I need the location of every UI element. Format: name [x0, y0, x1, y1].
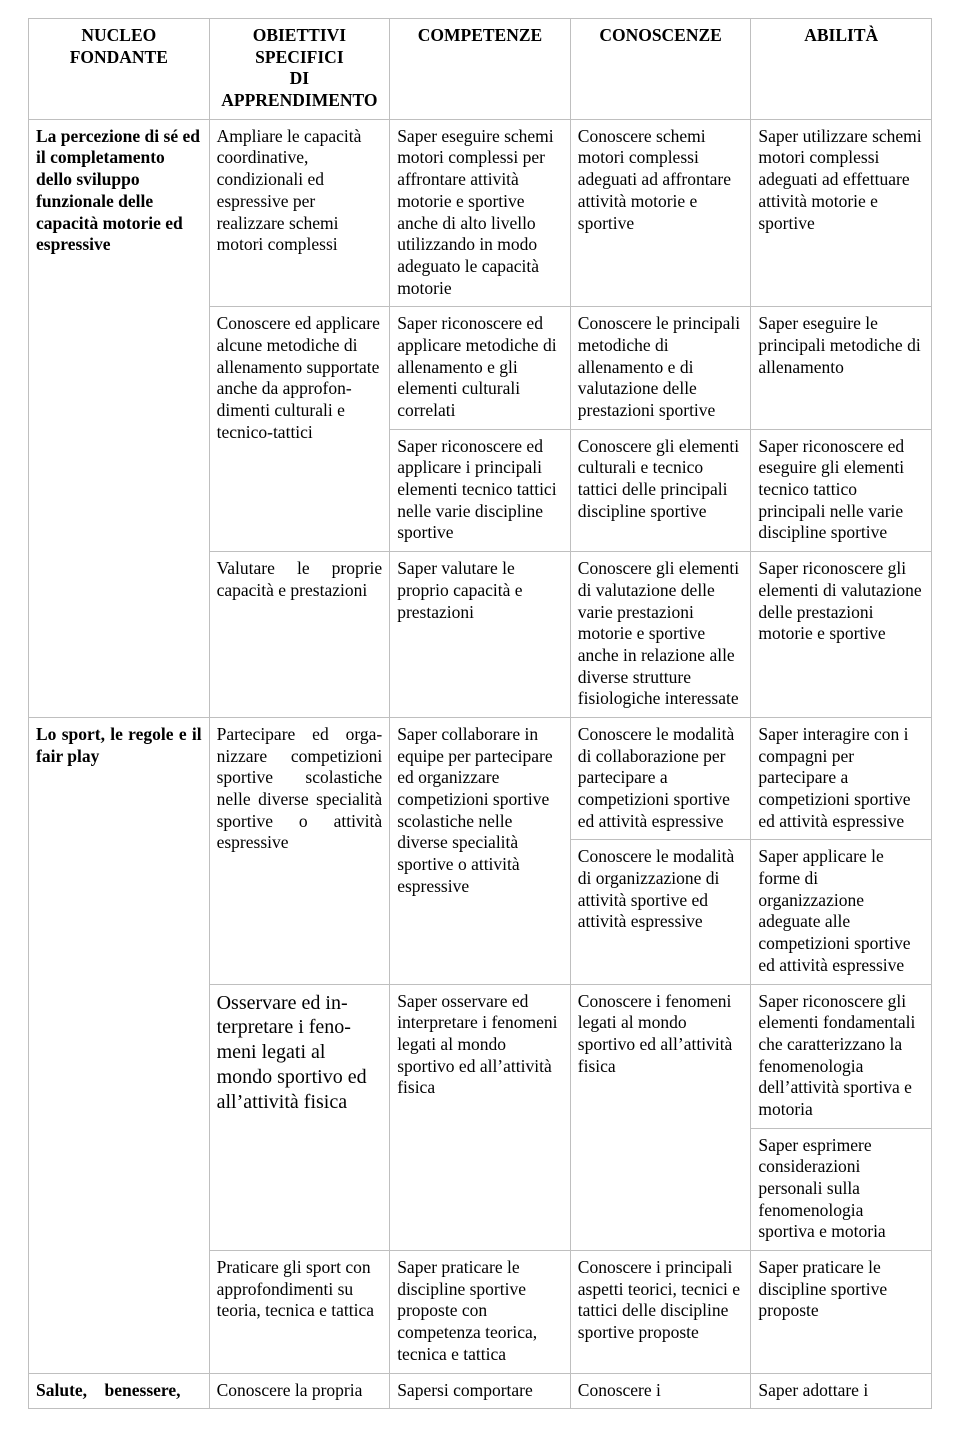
- con-cell: Conoscere le modalità di organizzazione …: [570, 840, 751, 984]
- con-cell: Conoscere le principali metodiche di all…: [570, 307, 751, 429]
- obj-cell-fragment: Conoscere la propria: [209, 1373, 390, 1409]
- header-obiettivi: OBIETTIVI SPECIFICI DI APPRENDIMENTO: [209, 19, 390, 120]
- comp-cell: Saper collaborare in equipe per partecip…: [390, 717, 571, 984]
- header-nucleo: NUCLEO FONDANTE: [29, 19, 210, 120]
- comp-cell: Saper praticare le discipline sportive p…: [390, 1251, 571, 1373]
- curriculum-table: NUCLEO FONDANTE OBIETTIVI SPECIFICI DI A…: [28, 18, 932, 1409]
- comp-cell: Saper osservare ed interpretare i fenome…: [390, 984, 571, 1251]
- abi-cell: Saper riconoscere ed eseguire gli elemen…: [751, 429, 932, 551]
- obj-cell: Ampliare le capacità coordinative, condi…: [209, 119, 390, 307]
- comp-cell: Saper riconoscere ed applicare i princip…: [390, 429, 571, 551]
- table-row: La percezione di sé ed il completamento …: [29, 119, 932, 307]
- nucleo-cell: La percezione di sé ed il completamento …: [29, 119, 210, 717]
- obj-cell: Praticare gli sport con approfondimenti …: [209, 1251, 390, 1373]
- obj-cell: Valutare le proprie capacità e prestazio…: [209, 552, 390, 718]
- header-abilita: ABILITÀ: [751, 19, 932, 120]
- con-cell: Conoscere gli elementi di valutazione de…: [570, 552, 751, 718]
- obj-cell: Partecipare ed orga­nizzare competizioni…: [209, 717, 390, 984]
- obj-cell: Conoscere ed applica­re alcune metodiche…: [209, 307, 390, 552]
- con-cell: Conoscere le modalità di collaborazione …: [570, 717, 751, 839]
- header-obiettivi-l2: DI: [290, 68, 309, 88]
- comp-cell-fragment: Sapersi comportare: [390, 1373, 571, 1409]
- obj-cell: Osservare ed in­terpretare i feno­meni l…: [209, 984, 390, 1251]
- header-obiettivi-l1: OBIETTIVI SPECIFICI: [253, 25, 346, 67]
- comp-cell: Saper riconoscere ed applicare metodiche…: [390, 307, 571, 429]
- abi-cell: Saper riconoscere gli elementi fondament…: [751, 984, 932, 1128]
- table-row: Salute, benessere, Conoscere la propria …: [29, 1373, 932, 1409]
- con-cell-fragment: Conoscere i: [570, 1373, 751, 1409]
- nucleo-cell: Lo sport, le regole e il fair play: [29, 717, 210, 1373]
- table-header-row: NUCLEO FONDANTE OBIETTIVI SPECIFICI DI A…: [29, 19, 932, 120]
- header-obiettivi-l3: APPRENDIMENTO: [221, 90, 377, 110]
- con-cell: Conoscere gli elementi culturali e tecni…: [570, 429, 751, 551]
- abi-cell: Saper praticare le discipline sportive p…: [751, 1251, 932, 1373]
- header-competenze: COMPETENZE: [390, 19, 571, 120]
- abi-cell: Saper utilizzare schemi motori complessi…: [751, 119, 932, 307]
- comp-cell: Saper eseguire schemi motori complessi p…: [390, 119, 571, 307]
- table-row: Lo sport, le regole e il fair play Parte…: [29, 717, 932, 839]
- header-conoscenze: CONOSCENZE: [570, 19, 751, 120]
- abi-cell: Saper esprimere considerazioni personali…: [751, 1128, 932, 1250]
- abi-cell: Saper interagire con i compagni per part…: [751, 717, 932, 839]
- con-cell: Conoscere i principali aspetti teorici, …: [570, 1251, 751, 1373]
- con-cell: Conoscere i fenomeni legati al mondo spo…: [570, 984, 751, 1251]
- comp-cell: Saper valutare le proprio capacità e pre…: [390, 552, 571, 718]
- abi-cell-fragment: Saper adottare i: [751, 1373, 932, 1409]
- abi-cell: Saper applicare le forme di organizzazio…: [751, 840, 932, 984]
- abi-cell: Saper eseguire le principali metodiche d…: [751, 307, 932, 429]
- nucleo-cell-fragment: Salute, benessere,: [29, 1373, 210, 1409]
- abi-cell: Saper riconoscere gli elementi di valuta…: [751, 552, 932, 718]
- con-cell: Conoscere schemi motori complessi adegua…: [570, 119, 751, 307]
